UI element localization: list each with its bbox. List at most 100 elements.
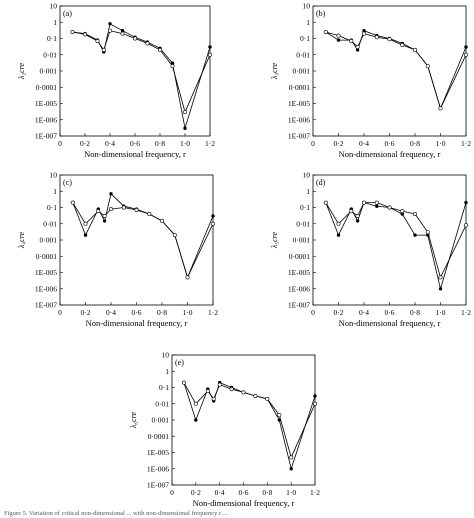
y-tick-label: 0·1 (300, 34, 310, 43)
data-point-filled (438, 287, 443, 291)
x-tick-label: 1·0 (180, 139, 190, 148)
data-point-open (172, 233, 177, 238)
y-tick-label: 1 (165, 367, 169, 376)
data-point-open (95, 38, 100, 43)
y-axis-label: λ₅cre (270, 231, 279, 249)
y-tick-label: 10 (303, 2, 311, 11)
x-tick-label: 0·8 (410, 139, 420, 148)
data-point-open (109, 207, 114, 212)
data-point-filled (413, 233, 417, 237)
data-point-filled (102, 219, 107, 223)
data-point-open (412, 47, 417, 52)
x-tick-label: 1·2 (310, 488, 320, 497)
data-point-filled (336, 233, 341, 237)
x-tick-label: 1·0 (286, 488, 296, 497)
x-tick-label: 1·2 (461, 308, 471, 317)
y-tick-label: 0·01 (43, 50, 57, 59)
y-tick-label: 0·01 (155, 399, 169, 408)
data-point-open (102, 214, 107, 219)
series-line (325, 31, 467, 110)
chart-panel: 1010·10·010·0010·00011E-0051E-0061E-0070… (129, 351, 320, 509)
data-point-filled (83, 233, 88, 237)
series-line (183, 382, 316, 471)
y-tick-label: 0·001 (152, 416, 170, 425)
plot-frame (171, 354, 316, 486)
data-point-filled (183, 126, 187, 130)
data-point-open (277, 413, 282, 418)
panel-label: (e) (175, 358, 184, 367)
y-axis-label: λ₄cre (17, 231, 26, 249)
data-point-filled (109, 192, 113, 196)
y-tick-label: 0·01 (43, 219, 57, 228)
y-tick-label: 0·0001 (36, 252, 57, 261)
data-point-open (425, 64, 430, 69)
data-point-open (361, 200, 366, 205)
x-axis-label: Non-dimensional frequency, r (86, 318, 188, 328)
data-point-filled (194, 418, 198, 422)
data-point-open (121, 205, 126, 210)
y-tick-label: 10 (162, 351, 170, 360)
data-point-open (83, 32, 88, 37)
x-tick-label: 0·6 (385, 139, 395, 148)
y-axis-label: λ₃cre (270, 62, 279, 80)
data-point-open (134, 208, 139, 213)
y-tick-label: 0·0001 (36, 83, 57, 92)
x-tick-label: 1·0 (436, 308, 446, 317)
y-tick-label: 1E-006 (147, 464, 169, 473)
y-tick-label: 0·0001 (289, 83, 310, 92)
panel-label: (b) (316, 9, 326, 18)
data-point-filled (464, 45, 468, 49)
y-tick-label: 0·0001 (148, 432, 169, 441)
data-point-open (361, 31, 366, 36)
series-line (72, 23, 211, 129)
data-point-filled (336, 38, 341, 42)
y-tick-label: 0·1 (47, 34, 57, 43)
data-point-filled (208, 45, 212, 49)
y-tick-label: 10 (50, 2, 58, 11)
y-tick-label: 1E-005 (288, 99, 310, 108)
y-tick-label: 0·0001 (289, 252, 310, 261)
data-point-open (336, 221, 341, 226)
data-point-open (193, 401, 198, 406)
y-tick-label: 1 (306, 187, 310, 196)
figure-caption: Figure 5. Variation of critical non-dime… (4, 510, 228, 517)
x-tick-label: 0·8 (262, 488, 272, 497)
series-line (183, 382, 316, 459)
data-point-open (185, 275, 190, 280)
x-axis-label: Non-dimensional frequency, r (339, 149, 441, 159)
data-point-open (205, 389, 210, 394)
x-tick-label: 0·8 (155, 139, 165, 148)
series-line (72, 193, 214, 279)
chart-panel: 1010·10·010·0010·00011E-0051E-0061E-0070… (17, 171, 218, 329)
y-tick-label: 1E-005 (147, 448, 169, 457)
x-tick-label: 0 (58, 139, 62, 148)
chart-panel: 1010·10·010·0010·00011E-0051E-0061E-0070… (270, 2, 471, 160)
data-point-open (336, 33, 341, 38)
data-point-filled (211, 214, 215, 218)
x-tick-label: 0·2 (81, 308, 91, 317)
x-tick-label: 1·2 (205, 139, 215, 148)
data-point-open (312, 401, 317, 406)
panel-label: (d) (316, 178, 326, 187)
series-line (325, 202, 467, 279)
x-tick-label: 0 (311, 139, 315, 148)
data-point-filled (375, 204, 379, 208)
y-axis-label: λ₂cre (17, 62, 26, 80)
data-point-open (463, 52, 468, 57)
data-point-open (183, 110, 188, 115)
data-point-open (217, 382, 222, 387)
data-point-open (160, 218, 165, 223)
y-tick-label: 0·001 (293, 67, 311, 76)
x-tick-label: 0·6 (239, 488, 249, 497)
x-tick-label: 0·2 (334, 139, 344, 148)
x-tick-label: 0·4 (215, 488, 225, 497)
x-tick-label: 0·2 (334, 308, 344, 317)
series-line (72, 202, 214, 279)
y-tick-label: 0·001 (40, 67, 58, 76)
x-tick-label: 0·4 (359, 139, 369, 148)
data-point-open (70, 200, 75, 205)
y-tick-label: 1E-006 (288, 284, 310, 293)
x-tick-label: 0·4 (106, 308, 116, 317)
data-point-open (211, 396, 216, 401)
data-point-open (374, 200, 379, 205)
